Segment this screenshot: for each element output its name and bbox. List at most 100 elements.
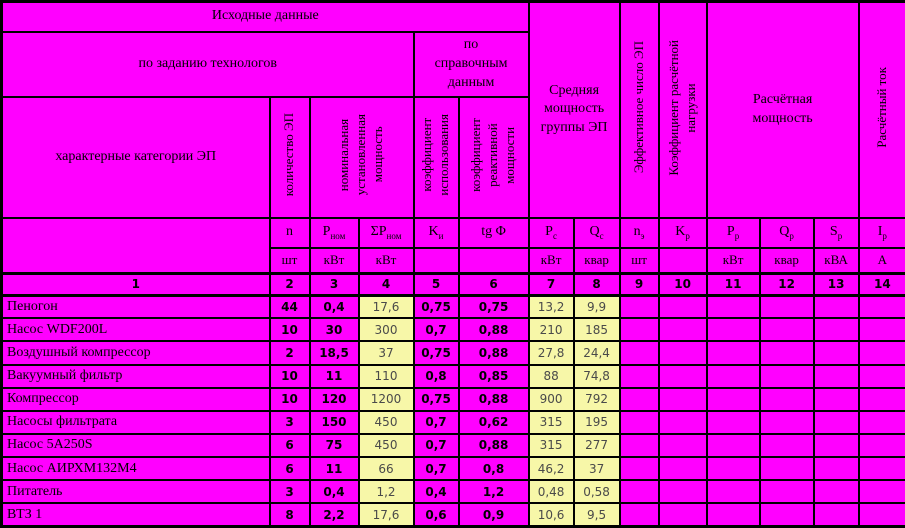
value-q-c: 185 [572,317,621,343]
header-categories: характерные категории ЭП [0,96,271,219]
empty-cell [758,456,815,482]
empty-cell [618,502,660,528]
value-p-nom: 75 [308,432,360,459]
row-name-cell: Воздушный компрессор [0,340,271,366]
value-sum-p-nom: 66 [357,456,415,482]
value-q-c: 9,5 [572,502,621,528]
value-tg-phi: 0,88 [457,432,530,459]
value-n: 6 [268,432,311,459]
column-number: 10 [657,271,708,297]
value-k-u: 0,75 [412,386,460,412]
empty-cell [812,456,860,482]
value-p-c: 0,48 [527,479,575,505]
table-row: Насос АИРХМ132М4 6 11 66 0,7 0,8 46,2 37 [0,456,905,482]
unit-cell: квар [572,246,621,275]
table-row: Питатель 3 0,4 1,2 0,4 1,2 0,48 0,58 [0,479,905,505]
symbol-sum-p-nom: ΣPном [357,216,415,249]
value-q-c: 0,58 [572,479,621,505]
value-sum-p-nom: 1,2 [357,479,415,505]
symbol-i-r: Iр [857,216,905,249]
value-k-u: 0,6 [412,502,460,528]
value-p-c: 315 [527,409,575,435]
empty-cell [812,340,860,366]
row-name-cell: Компрессор [0,386,271,412]
table-row: Насос 5А250S 6 75 450 0,7 0,88 315 277 [0,432,905,459]
empty-cell [812,409,860,435]
empty-cell [857,386,905,412]
header-design-load-coef: Коэффициент расчётной нагрузки [657,0,708,219]
empty-cell [812,432,860,459]
table-row: ВТЗ 1 8 2,2 17,6 0,6 0,9 10,6 9,5 [0,502,905,528]
header-effective-number-label: Эффективное число ЭП [630,41,646,174]
table-row: Компрессор 10 120 1200 0,75 0,88 900 792 [0,386,905,412]
row-name-cell: Насос 5А250S [0,432,271,459]
column-number: 8 [572,271,621,297]
unit-cell: квар [758,246,815,275]
empty-cell [618,340,660,366]
value-k-u: 0,8 [412,363,460,389]
row-name-cell: Вакуумный фильтр [0,363,271,389]
column-number: 12 [758,271,815,297]
value-n: 10 [268,363,311,389]
symbol-q-c: Qс [572,216,621,249]
empty-cell [705,456,761,482]
empty-cell [857,340,905,366]
empty-cell [812,479,860,505]
empty-cell [705,340,761,366]
header-nominal-power: номинальная установленная мощность [308,96,415,219]
empty-cell [705,409,761,435]
value-p-nom: 0,4 [308,294,360,320]
value-n: 8 [268,502,311,528]
empty-cell [857,317,905,343]
empty-cell [812,386,860,412]
symbol-p-r: Pр [705,216,761,249]
unit-cell: шт [618,246,660,275]
empty-cell [657,479,708,505]
unit-cell: А [857,246,905,275]
value-n: 3 [268,409,311,435]
header-avg-power-group: Средняя мощность группы ЭП [527,0,621,219]
header-reactive-coef-label: коэффициент реактивной мощности [468,117,517,192]
value-p-c: 315 [527,432,575,459]
header-reactive-coef: коэффициент реактивной мощности [457,96,530,219]
value-sum-p-nom: 37 [357,340,415,366]
value-p-c: 10,6 [527,502,575,528]
unit-cell: кВт [527,246,575,275]
value-p-nom: 120 [308,386,360,412]
value-sum-p-nom: 110 [357,363,415,389]
symbol-tg-phi: tg Φ [457,216,530,249]
value-q-c: 74,8 [572,363,621,389]
unit-cell: кВт [357,246,415,275]
empty-cell [618,294,660,320]
header-design-current: Расчётный ток [857,0,905,219]
value-tg-phi: 1,2 [457,479,530,505]
value-q-c: 24,4 [572,340,621,366]
empty-cell [618,479,660,505]
header-by-technologists: по заданию технологов [0,30,415,99]
empty-cell [657,363,708,389]
value-sum-p-nom: 450 [357,409,415,435]
empty-cell [857,432,905,459]
symbol-n-e: nэ [618,216,660,249]
value-p-nom: 11 [308,456,360,482]
empty-cell [657,317,708,343]
empty-cell [857,363,905,389]
row-name-cell: Насос WDF200L [0,317,271,343]
empty-cell [657,294,708,320]
value-k-u: 0,4 [412,479,460,505]
unit-cell [412,246,460,275]
table-row: Насосы фильтрата 3 150 450 0,7 0,62 315 … [0,409,905,435]
header-design-load-coef-label: Коэффициент расчётной нагрузки [665,39,698,176]
value-k-u: 0,7 [412,409,460,435]
empty-cell [812,317,860,343]
value-tg-phi: 0,88 [457,317,530,343]
empty-cell [618,317,660,343]
header-utilization-coef-label: коэффициент использования [419,114,451,196]
column-number: 2 [268,271,311,297]
value-q-c: 9,9 [572,294,621,320]
empty-cell [657,409,708,435]
unit-cell: кВт [705,246,761,275]
empty-cell [758,340,815,366]
table-row: Насос WDF200L 10 30 300 0,7 0,88 210 185 [0,317,905,343]
empty-cell [618,363,660,389]
